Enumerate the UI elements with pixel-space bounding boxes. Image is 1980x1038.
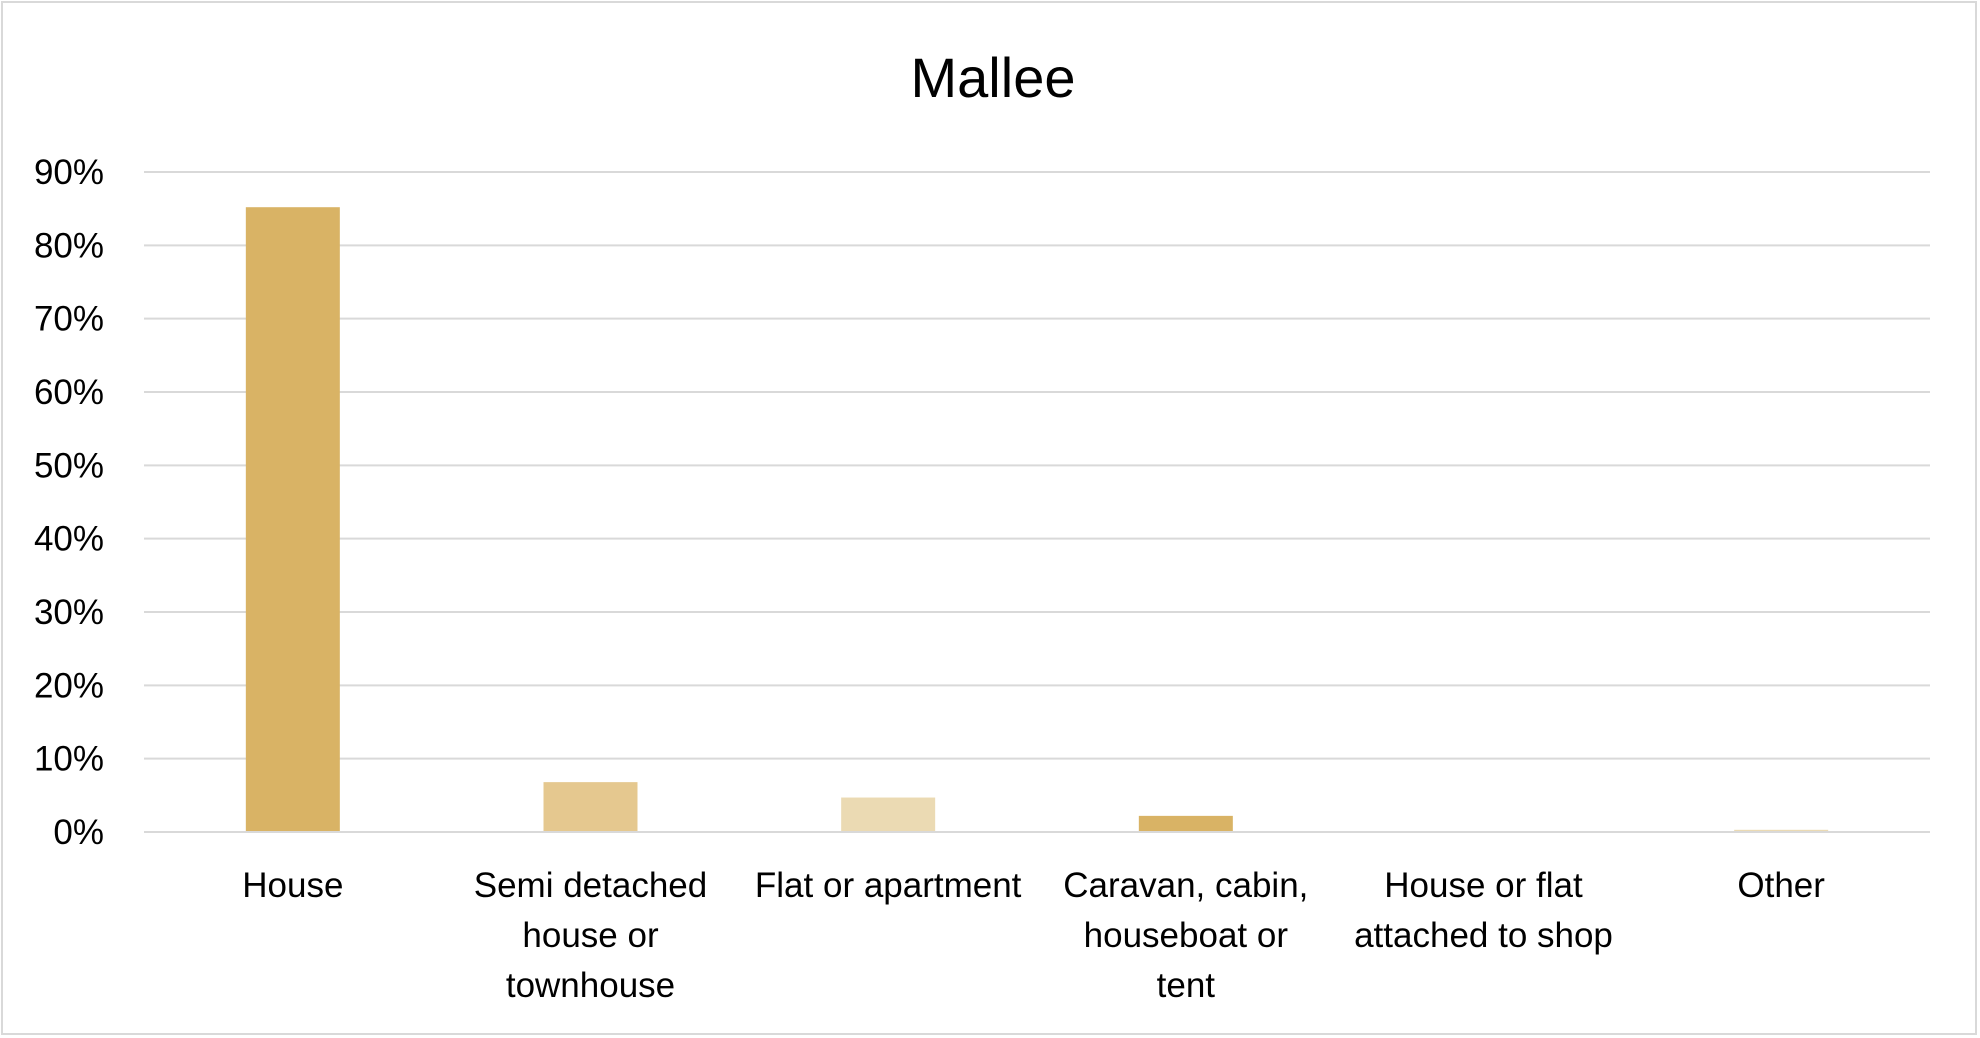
x-category-label: House [242, 866, 343, 905]
x-category-label: tent [1157, 966, 1216, 1005]
y-tick-label: 40% [34, 520, 104, 559]
bar-chart: 0% 10% 20% 30% 40% 50% 60% 70% 80% 90% House Semi d… [34, 46, 1930, 1005]
x-category-label: House or flat [1384, 866, 1583, 905]
bar-1 [543, 782, 638, 832]
y-tick-label: 50% [34, 446, 104, 485]
y-tick-label: 70% [34, 300, 104, 339]
y-tick-label: 0% [53, 813, 104, 852]
bar-0 [245, 207, 340, 832]
bar-5 [1734, 829, 1829, 832]
bars [245, 207, 1829, 832]
x-category-label: Semi detached [474, 866, 707, 905]
y-tick-label: 60% [34, 373, 104, 412]
y-tick-label: 10% [34, 740, 104, 779]
x-category-label: townhouse [506, 966, 675, 1005]
x-category-label: attached to shop [1354, 916, 1613, 955]
x-category-label: Caravan, cabin, [1063, 866, 1308, 905]
labels: 0% 10% 20% 30% 40% 50% 60% 70% 80% 90% House Semi d… [34, 153, 1825, 1005]
x-category-label: house or [522, 916, 659, 955]
x-category-label: houseboat or [1084, 916, 1289, 955]
gridlines [144, 171, 1930, 760]
bar-3 [1138, 815, 1233, 832]
y-tick-label: 90% [34, 153, 104, 192]
y-tick-label: 80% [34, 226, 104, 265]
y-tick-label: 20% [34, 666, 104, 705]
chart-title: Mallee [911, 46, 1076, 109]
x-category-label: Other [1737, 866, 1825, 905]
x-category-label: Flat or apartment [755, 866, 1022, 905]
y-tick-label: 30% [34, 593, 104, 632]
bar-2 [841, 797, 936, 832]
